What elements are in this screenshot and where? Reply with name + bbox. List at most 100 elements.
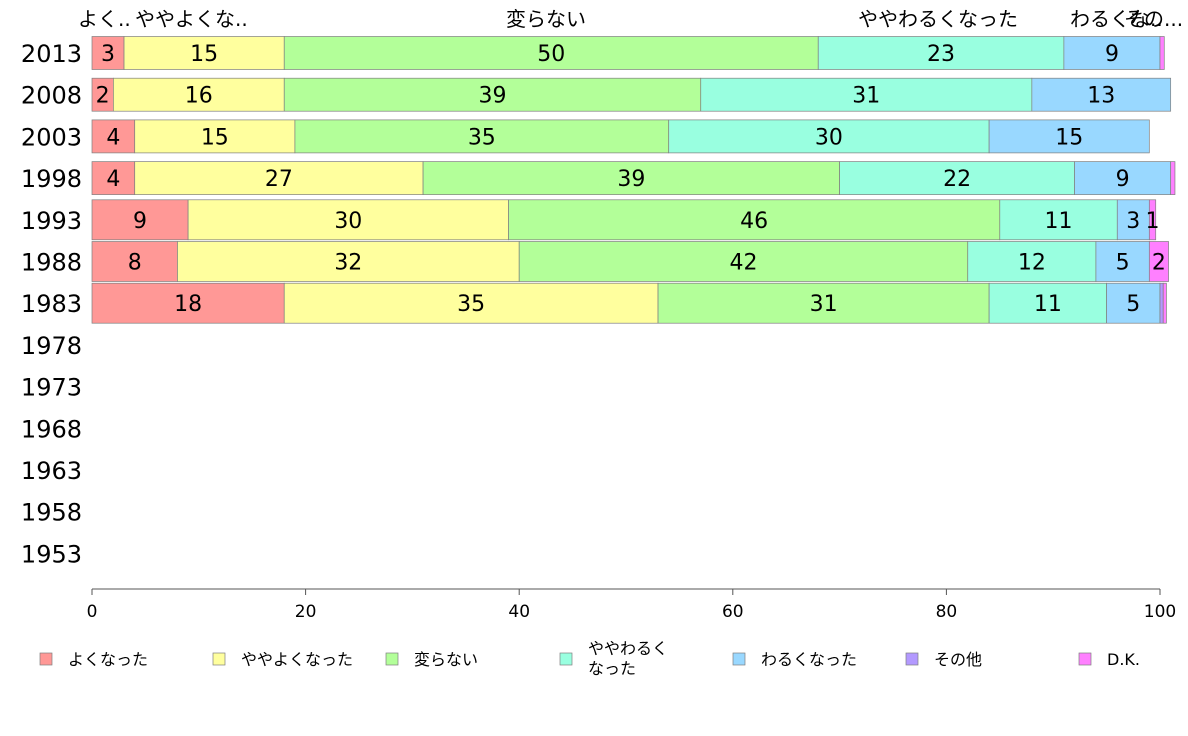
bar-segment bbox=[999, 199, 1118, 241]
data-label: 11 bbox=[1034, 292, 1062, 317]
data-label: 15 bbox=[201, 125, 229, 150]
bar-segment bbox=[1148, 241, 1169, 282]
data-label: 50 bbox=[537, 42, 565, 67]
bar-segment bbox=[1170, 161, 1176, 195]
data-label: 12 bbox=[1018, 251, 1046, 276]
data-label: 9 bbox=[1116, 167, 1130, 192]
top-category-label: よく.. bbox=[78, 7, 131, 31]
data-label: 13 bbox=[1087, 84, 1115, 109]
bar-segment bbox=[700, 77, 1033, 112]
data-label: 31 bbox=[810, 292, 838, 317]
year-label: 1963 bbox=[21, 457, 82, 485]
data-label: 39 bbox=[479, 84, 507, 109]
legend-label: ややわるく bbox=[588, 639, 668, 658]
bar-segment bbox=[91, 282, 285, 324]
x-axis: 0 20 40 60 80 100 bbox=[87, 588, 1176, 622]
data-label: 3 bbox=[1126, 209, 1140, 234]
legend-label: よくなった bbox=[68, 650, 148, 669]
data-label: 23 bbox=[927, 42, 955, 67]
year-label: 1958 bbox=[21, 499, 82, 527]
top-category-label: その... bbox=[1124, 7, 1183, 31]
data-label: 11 bbox=[1045, 209, 1073, 234]
year-label: 1953 bbox=[21, 540, 82, 568]
x-tick-label: 80 bbox=[936, 602, 958, 622]
data-label: 30 bbox=[815, 125, 843, 150]
bar-segment bbox=[839, 161, 1075, 195]
year-label: 1968 bbox=[21, 415, 82, 443]
legend-label: D.K. bbox=[1107, 650, 1140, 669]
bar-segment bbox=[1063, 36, 1161, 70]
top-category-label: わるくな.. bbox=[1070, 7, 1163, 31]
top-category-labels: よく.. ややよくな.. 変らない ややわるくなった わるくな..その... bbox=[78, 7, 1183, 31]
bar-segment bbox=[1106, 282, 1161, 324]
legend-swatch bbox=[905, 652, 919, 666]
x-tick-label: 40 bbox=[508, 602, 530, 622]
legend-label: その他 bbox=[934, 650, 982, 669]
data-label: 2 bbox=[1152, 251, 1166, 276]
year-axis-labels: 2013 2008 2003 1998 1993 1988 1983 1978 1973 1968… bbox=[21, 40, 82, 568]
bar-segment bbox=[1031, 77, 1172, 112]
data-label: 9 bbox=[1105, 42, 1119, 67]
bar-segment bbox=[113, 77, 285, 112]
data-label: 39 bbox=[617, 167, 645, 192]
bar-segment bbox=[91, 241, 178, 282]
year-label: 1998 bbox=[21, 165, 82, 193]
x-tick-label: 20 bbox=[295, 602, 317, 622]
bar-segment bbox=[1116, 199, 1150, 241]
bar-segment bbox=[123, 36, 285, 70]
legend-label: わるくなった bbox=[761, 650, 857, 669]
legend-label: ややよくなった bbox=[241, 650, 353, 669]
data-label: 30 bbox=[334, 209, 362, 234]
year-label: 1988 bbox=[21, 249, 82, 277]
year-label: 2013 bbox=[21, 40, 82, 68]
x-tick-label: 60 bbox=[722, 602, 744, 622]
data-label: 22 bbox=[943, 167, 971, 192]
year-label: 2003 bbox=[21, 123, 82, 151]
bar-segment bbox=[988, 119, 1150, 154]
top-category-label: ややわるくなった bbox=[858, 7, 1018, 31]
bar-segment bbox=[518, 241, 969, 282]
bar-segment bbox=[988, 282, 1107, 324]
bar-segment bbox=[294, 119, 670, 154]
bar-segment bbox=[1159, 282, 1164, 324]
data-label: 16 bbox=[185, 84, 213, 109]
bar-segment bbox=[1148, 199, 1157, 241]
bar-segment bbox=[967, 241, 1097, 282]
year-label: 2008 bbox=[21, 82, 82, 110]
data-label: 3 bbox=[101, 42, 115, 67]
data-label: 35 bbox=[468, 125, 496, 150]
bar-segment bbox=[1162, 282, 1167, 324]
year-label: 1983 bbox=[21, 290, 82, 318]
legend-swatch bbox=[1078, 652, 1092, 666]
bar-segment bbox=[187, 199, 509, 241]
bar-segment bbox=[283, 36, 819, 70]
data-label: 1 bbox=[1146, 209, 1160, 234]
legend-swatch bbox=[385, 652, 399, 666]
bar-segment bbox=[91, 119, 136, 154]
bar-segment bbox=[1159, 36, 1165, 70]
data-label: 27 bbox=[265, 167, 293, 192]
legend-label: 変らない bbox=[414, 650, 478, 669]
data-label: 4 bbox=[106, 125, 120, 150]
bar-segment bbox=[283, 77, 702, 112]
data-label: 46 bbox=[740, 209, 768, 234]
legend-swatch bbox=[559, 652, 573, 666]
top-category-label: 変らない bbox=[506, 7, 586, 31]
year-label: 1993 bbox=[21, 207, 82, 235]
data-label: 15 bbox=[1055, 125, 1083, 150]
legend-swatch bbox=[212, 652, 226, 666]
bar-segment bbox=[283, 282, 659, 324]
data-label: 5 bbox=[1126, 292, 1140, 317]
legend-label: なった bbox=[588, 659, 636, 678]
bar-segment bbox=[817, 36, 1065, 70]
legend-swatch bbox=[732, 652, 746, 666]
top-category-label: ややよくな.. bbox=[135, 7, 248, 31]
data-label: 18 bbox=[174, 292, 202, 317]
year-label: 1973 bbox=[21, 374, 82, 402]
data-label: 8 bbox=[128, 251, 142, 276]
data-label: 42 bbox=[729, 251, 757, 276]
data-label: 31 bbox=[852, 84, 880, 109]
bar-segment bbox=[422, 161, 840, 195]
data-label: 32 bbox=[334, 251, 362, 276]
